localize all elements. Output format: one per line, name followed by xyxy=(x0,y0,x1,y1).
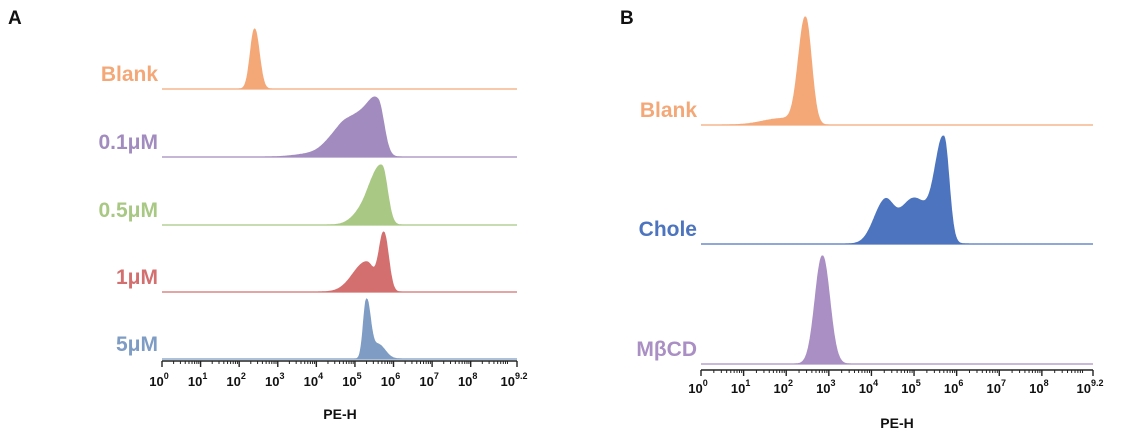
histogram-blank-b xyxy=(701,16,1093,126)
sample-label-blank-b: Blank xyxy=(640,99,698,122)
x-tick-label-a: 102 xyxy=(226,371,245,389)
x-tick-label-b: 105 xyxy=(901,378,920,396)
x-axis-title-a: PE-H xyxy=(323,406,356,422)
x-tick-label-a: 108 xyxy=(458,371,477,389)
x-tick-label-b: 109.2 xyxy=(1077,378,1104,396)
x-axis-title-b: PE-H xyxy=(880,415,913,431)
x-tick-label-a: 101 xyxy=(188,371,207,389)
x-tick-label-a: 107 xyxy=(419,371,438,389)
histogram-chole-b xyxy=(701,135,1093,245)
panel-label-a: A xyxy=(8,8,22,29)
x-tick-label-a: 103 xyxy=(265,371,284,389)
histogram-blank-a xyxy=(162,28,517,90)
panel-label-b: B xyxy=(620,8,634,29)
histogram-0-1um-a xyxy=(162,96,517,158)
histogram-stack-a: Blank 0.1μM 0.5μM 1μM 5μM 100 101 102 103 104 105 1… xyxy=(98,28,528,389)
x-tick-label-b: 103 xyxy=(816,378,835,396)
histogram-mbcd-b xyxy=(701,255,1093,365)
histogram-5um-a xyxy=(162,298,517,360)
x-tick-label-b: 100 xyxy=(688,378,707,396)
x-tick-label-b: 104 xyxy=(859,378,878,396)
sample-label-chole-b: Chole xyxy=(639,218,697,241)
histogram-0-5um-a xyxy=(162,164,517,226)
x-tick-label-a: 105 xyxy=(342,371,361,389)
x-tick-label-b: 101 xyxy=(731,378,750,396)
x-tick-label-b: 107 xyxy=(987,378,1006,396)
sample-label-5um-a: 5μM xyxy=(116,333,158,356)
x-tick-label-b: 106 xyxy=(944,378,963,396)
sample-label-blank-a: Blank xyxy=(101,63,159,86)
x-tick-label-b: 108 xyxy=(1029,378,1048,396)
sample-label-1um-a: 1μM xyxy=(116,266,158,289)
sample-label-mbcd-b: MβCD xyxy=(636,338,697,361)
x-tick-label-a: 106 xyxy=(381,371,400,389)
x-tick-label-a: 104 xyxy=(304,371,323,389)
x-tick-label-a: 100 xyxy=(149,371,168,389)
x-tick-label-b: 102 xyxy=(773,378,792,396)
histogram-stack-b: Blank Chole MβCD 100 101 102 103 104 105 106 107 10… xyxy=(636,16,1104,396)
histogram-1um-a xyxy=(162,231,517,293)
sample-label-0-1um-a: 0.1μM xyxy=(98,131,158,154)
x-tick-label-a: 109.2 xyxy=(501,371,528,389)
sample-label-0-5um-a: 0.5μM xyxy=(98,199,158,222)
